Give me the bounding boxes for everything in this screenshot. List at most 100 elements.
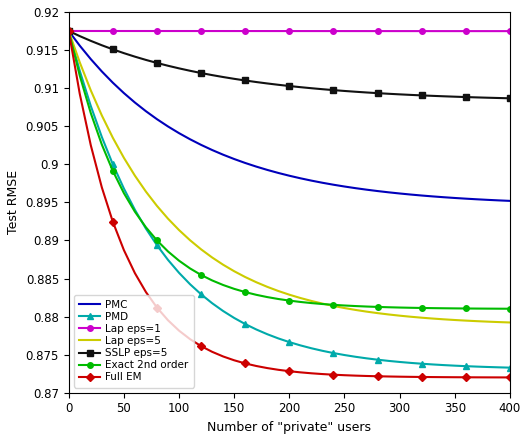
Lap eps=5 <box>397 313 403 318</box>
Lap eps=1 <box>408 29 414 34</box>
Line: Lap eps=5: Lap eps=5 <box>69 31 510 322</box>
Lap eps=5 <box>308 298 315 303</box>
SSLP eps=5 <box>496 95 502 101</box>
Exact 2nd order <box>110 168 116 174</box>
Full EM <box>231 358 238 363</box>
Lap eps=5 <box>88 88 94 93</box>
Lap eps=1 <box>319 28 326 34</box>
SSLP eps=5 <box>419 93 425 98</box>
Exact 2nd order <box>242 289 248 295</box>
Line: Lap eps=1: Lap eps=1 <box>66 28 513 34</box>
Full EM <box>297 370 304 375</box>
SSLP eps=5 <box>374 90 381 96</box>
PMC <box>451 195 458 201</box>
PMD <box>463 363 469 369</box>
Full EM <box>507 375 513 380</box>
Lap eps=1 <box>363 28 370 34</box>
Full EM <box>198 344 204 349</box>
Lap eps=1 <box>275 28 281 34</box>
PMC <box>253 164 259 169</box>
PMC <box>363 187 370 192</box>
PMC <box>77 43 83 49</box>
PMC <box>440 194 447 200</box>
PMC <box>374 188 381 194</box>
PMD <box>374 357 381 363</box>
SSLP eps=5 <box>397 92 403 97</box>
PMC <box>165 124 171 129</box>
Lap eps=1 <box>231 28 238 34</box>
Lap eps=1 <box>176 28 182 34</box>
SSLP eps=5 <box>176 66 182 71</box>
Exact 2nd order <box>308 300 315 306</box>
Full EM <box>363 374 370 379</box>
SSLP eps=5 <box>264 81 270 86</box>
PMD <box>331 351 337 356</box>
PMC <box>131 100 138 105</box>
Full EM <box>463 375 469 380</box>
Lap eps=5 <box>110 135 116 140</box>
PMD <box>485 364 491 370</box>
Lap eps=1 <box>374 28 381 34</box>
PMD <box>187 282 193 287</box>
Lap eps=5 <box>198 247 204 252</box>
Full EM <box>419 374 425 380</box>
PMD <box>275 336 281 341</box>
PMC <box>176 131 182 136</box>
Line: PMD: PMD <box>66 28 513 370</box>
SSLP eps=5 <box>463 94 469 100</box>
Lap eps=5 <box>253 280 259 285</box>
Full EM <box>220 354 227 359</box>
SSLP eps=5 <box>363 90 370 95</box>
Lap eps=5 <box>176 228 182 233</box>
Lap eps=5 <box>99 113 105 118</box>
Lap eps=5 <box>65 28 72 34</box>
Full EM <box>319 371 326 377</box>
Exact 2nd order <box>430 306 436 311</box>
Lap eps=1 <box>264 28 270 34</box>
PMD <box>341 352 347 358</box>
Full EM <box>154 305 160 310</box>
Full EM <box>65 28 72 34</box>
Full EM <box>242 361 248 366</box>
Exact 2nd order <box>65 28 72 34</box>
Lap eps=1 <box>419 29 425 34</box>
Lap eps=5 <box>319 301 326 306</box>
SSLP eps=5 <box>286 83 293 89</box>
Exact 2nd order <box>297 299 304 305</box>
PMD <box>154 243 160 248</box>
Full EM <box>77 91 83 97</box>
Lap eps=1 <box>165 28 171 34</box>
Full EM <box>331 372 337 377</box>
Exact 2nd order <box>286 298 293 303</box>
SSLP eps=5 <box>408 92 414 97</box>
PMD <box>176 270 182 276</box>
Exact 2nd order <box>374 304 381 310</box>
Lap eps=5 <box>131 173 138 178</box>
PMC <box>397 191 403 196</box>
Lap eps=5 <box>209 255 215 260</box>
PMC <box>496 198 502 203</box>
Lap eps=5 <box>385 312 392 317</box>
Full EM <box>143 289 149 295</box>
Lap eps=5 <box>77 60 83 65</box>
Exact 2nd order <box>121 191 127 196</box>
Exact 2nd order <box>419 305 425 310</box>
Lap eps=1 <box>110 28 116 34</box>
SSLP eps=5 <box>121 50 127 56</box>
Full EM <box>385 374 392 379</box>
Lap eps=5 <box>242 274 248 280</box>
Lap eps=1 <box>297 28 304 34</box>
Exact 2nd order <box>99 142 105 147</box>
Full EM <box>451 374 458 380</box>
SSLP eps=5 <box>231 76 238 82</box>
Full EM <box>430 374 436 380</box>
PMD <box>397 359 403 365</box>
SSLP eps=5 <box>485 95 491 101</box>
PMD <box>121 186 127 191</box>
PMC <box>474 197 480 202</box>
Lap eps=5 <box>121 155 127 161</box>
Lap eps=5 <box>220 262 227 267</box>
Exact 2nd order <box>176 258 182 263</box>
Exact 2nd order <box>485 306 491 311</box>
SSLP eps=5 <box>474 95 480 100</box>
